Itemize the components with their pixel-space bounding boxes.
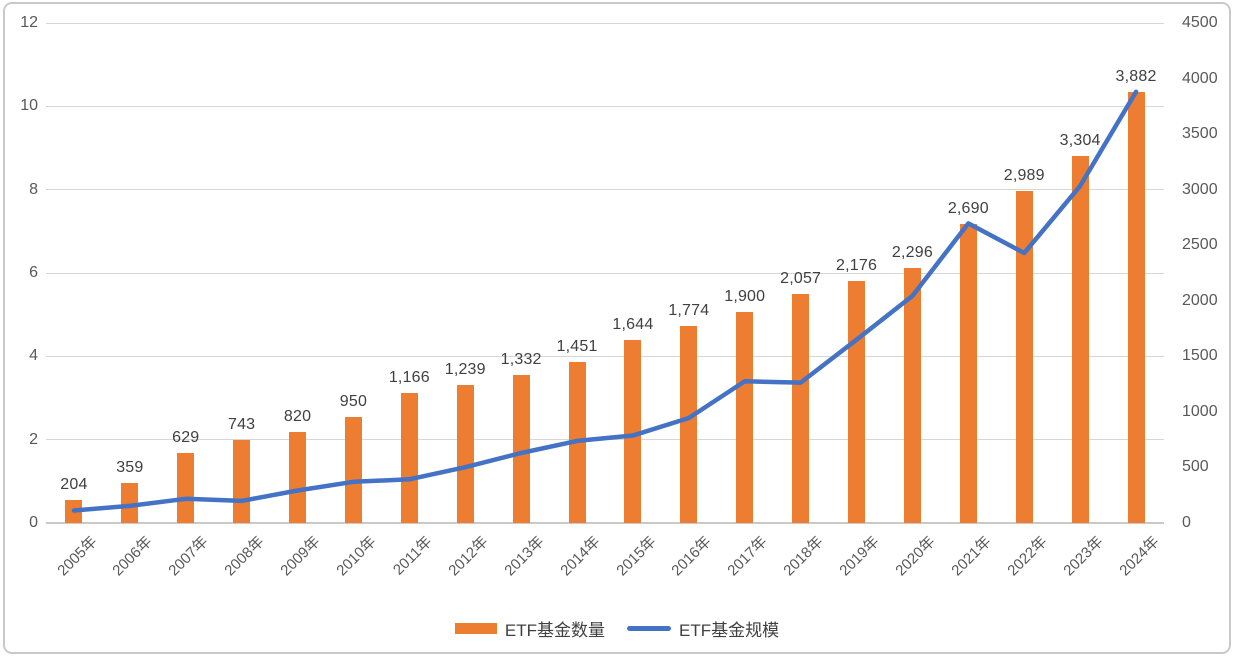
x-axis-baseline: [46, 522, 1164, 524]
bar-2015年: [624, 340, 642, 523]
legend-item-bar-series: ETF基金数量: [454, 616, 605, 641]
gridline: [46, 272, 1164, 274]
bar-value-label: 1,332: [500, 351, 542, 368]
bar-value-label: 2,176: [836, 257, 878, 275]
legend: ETF基金数量 ETF基金规模: [0, 611, 1234, 645]
left-axis-tick-label: 8: [29, 180, 38, 198]
bar-2024年: [1127, 91, 1145, 523]
legend-label-bar: ETF基金数量: [504, 620, 605, 640]
bar-2011年: [400, 393, 418, 523]
bar-value-label: 2,989: [1003, 166, 1045, 184]
bar-value-label: 1,900: [724, 287, 766, 305]
bar-value-label: 1,774: [668, 301, 710, 319]
right-axis-tick-label: 0: [1182, 514, 1191, 531]
right-axis-tick-label: 4500: [1182, 14, 1218, 31]
bar-2006年: [121, 483, 139, 523]
left-axis-tick-label: 4: [29, 347, 38, 365]
right-axis-tick-label: 2500: [1182, 236, 1218, 254]
bar-2020年: [903, 267, 921, 523]
gridline: [46, 189, 1164, 191]
bar-value-label: 3,882: [1115, 67, 1157, 85]
bar-2010年: [344, 417, 362, 523]
right-axis-tick-label: 500: [1182, 458, 1209, 476]
right-axis-tick-label: 1500: [1182, 347, 1218, 365]
gridline: [46, 22, 1164, 24]
bar-2021年: [959, 224, 977, 523]
bar-value-label: 820: [283, 407, 312, 425]
bar-2016年: [680, 325, 698, 523]
bar-2013年: [512, 375, 530, 523]
bar-value-label: 743: [227, 416, 256, 434]
bar-value-label: 1,166: [388, 369, 430, 387]
left-axis-tick-label: 2: [29, 430, 38, 448]
bar-value-label: 2,296: [891, 243, 933, 261]
bar-value-label: 3,304: [1059, 131, 1101, 149]
bar-value-label: 2,690: [947, 200, 989, 218]
line-series-swatch-icon: [627, 625, 671, 631]
left-axis-tick-label: 0: [29, 514, 38, 531]
left-axis-tick-label: 10: [20, 97, 38, 115]
bar-value-label: 1,451: [556, 337, 598, 355]
bar-value-label: 1,239: [444, 361, 486, 379]
right-axis-tick-label: 3500: [1182, 125, 1218, 143]
left-axis-tick-label: 12: [20, 14, 38, 31]
bar-value-label: 950: [339, 393, 368, 411]
bar-value-label: 204: [60, 476, 88, 494]
bar-2007年: [177, 453, 195, 523]
bar-2017年: [736, 311, 754, 523]
bar-2023年: [1071, 155, 1089, 523]
bar-2012年: [456, 385, 474, 523]
bar-2018年: [792, 294, 810, 523]
bar-value-label: 629: [172, 429, 200, 447]
bar-value-label: 1,644: [612, 316, 654, 334]
left-axis-tick-label: 6: [29, 264, 38, 281]
bar-series-swatch-icon: [454, 622, 497, 634]
bar-value-label: 2,057: [780, 270, 822, 288]
legend-label-line: ETF基金规模: [679, 620, 780, 640]
gridline: [46, 105, 1164, 107]
bar-2009年: [289, 431, 307, 523]
right-axis-tick-label: 2000: [1182, 291, 1218, 309]
gridline: [46, 355, 1164, 357]
right-axis-tick-label: 3000: [1182, 180, 1218, 198]
right-axis-tick-label: 4000: [1182, 69, 1218, 87]
bar-value-label: 359: [116, 459, 144, 477]
bar-2022年: [1015, 190, 1033, 523]
legend-item-line-series: ETF基金规模: [627, 616, 779, 641]
line-series-path: [71, 89, 1139, 513]
right-axis-tick-label: 1000: [1182, 402, 1218, 420]
